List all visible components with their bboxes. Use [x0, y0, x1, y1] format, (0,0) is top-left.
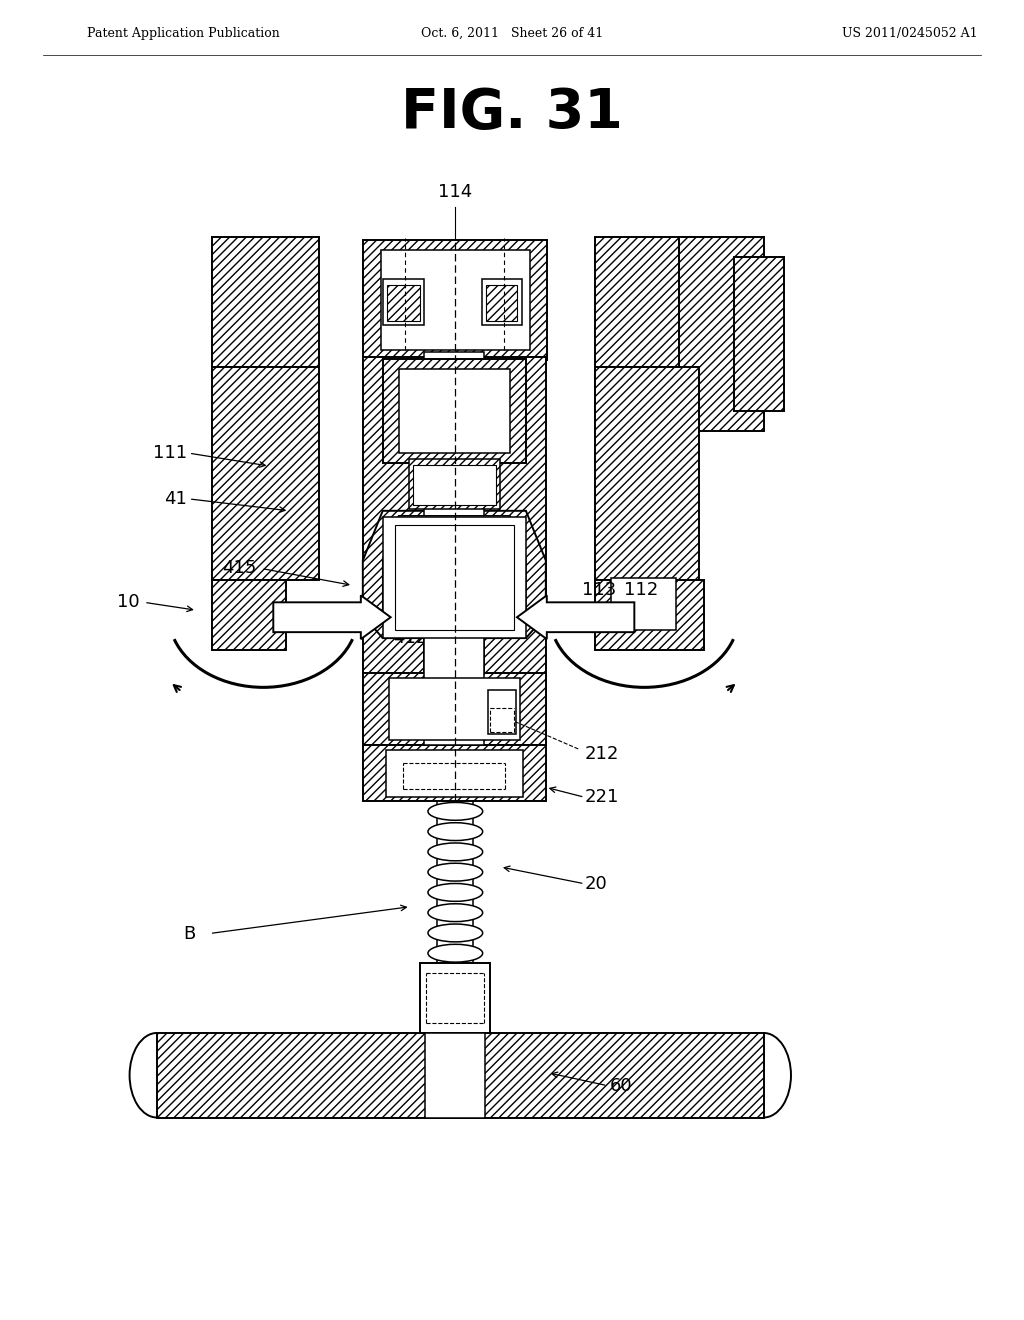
Text: B: B: [183, 924, 196, 942]
Text: FIG. 31: FIG. 31: [401, 86, 623, 140]
Ellipse shape: [428, 883, 482, 902]
Bar: [386, 750, 523, 797]
Ellipse shape: [428, 843, 482, 861]
Text: 113: 113: [582, 581, 615, 599]
Bar: [595, 238, 714, 367]
Polygon shape: [383, 516, 526, 630]
Bar: [157, 1034, 764, 1118]
Bar: [734, 257, 783, 412]
Text: 112: 112: [625, 581, 658, 599]
Bar: [389, 678, 520, 739]
Bar: [421, 964, 490, 1034]
Ellipse shape: [428, 803, 482, 820]
Text: Patent Application Publication: Patent Application Publication: [87, 26, 281, 40]
Text: Oct. 6, 2011   Sheet 26 of 41: Oct. 6, 2011 Sheet 26 of 41: [421, 26, 603, 40]
Text: 111: 111: [153, 444, 186, 462]
Text: 41: 41: [164, 490, 186, 508]
Bar: [212, 238, 319, 367]
Bar: [595, 581, 703, 649]
Text: 212: 212: [585, 746, 618, 763]
Polygon shape: [362, 511, 546, 638]
Bar: [387, 285, 420, 321]
Bar: [426, 1034, 485, 1118]
Text: 415: 415: [221, 560, 256, 577]
Text: 10: 10: [117, 593, 140, 611]
Bar: [383, 279, 425, 325]
Bar: [383, 517, 526, 638]
Bar: [679, 238, 764, 432]
Ellipse shape: [428, 944, 482, 962]
Text: 114: 114: [438, 182, 472, 201]
Bar: [212, 367, 319, 581]
Bar: [482, 279, 522, 325]
Bar: [362, 240, 547, 359]
Ellipse shape: [428, 904, 482, 921]
Text: 412: 412: [392, 630, 427, 647]
Bar: [595, 367, 679, 432]
Bar: [595, 367, 699, 581]
Ellipse shape: [428, 863, 482, 880]
Bar: [381, 251, 529, 350]
Text: 20: 20: [585, 875, 607, 892]
Bar: [362, 673, 546, 744]
Text: 60: 60: [609, 1077, 632, 1094]
Bar: [425, 351, 484, 744]
Ellipse shape: [428, 822, 482, 841]
Bar: [362, 744, 546, 801]
Bar: [409, 459, 500, 508]
Bar: [611, 578, 676, 630]
Bar: [398, 368, 510, 453]
Bar: [488, 690, 516, 734]
FancyArrow shape: [273, 595, 391, 639]
Bar: [362, 356, 425, 744]
Bar: [394, 525, 514, 630]
Text: 211: 211: [389, 602, 423, 619]
Bar: [383, 359, 526, 463]
Bar: [486, 285, 517, 321]
Bar: [212, 581, 287, 649]
Ellipse shape: [428, 924, 482, 942]
Bar: [413, 465, 496, 504]
Bar: [484, 356, 546, 744]
FancyArrow shape: [517, 595, 634, 639]
Text: 221: 221: [585, 788, 618, 807]
Text: US 2011/0245052 A1: US 2011/0245052 A1: [842, 26, 978, 40]
